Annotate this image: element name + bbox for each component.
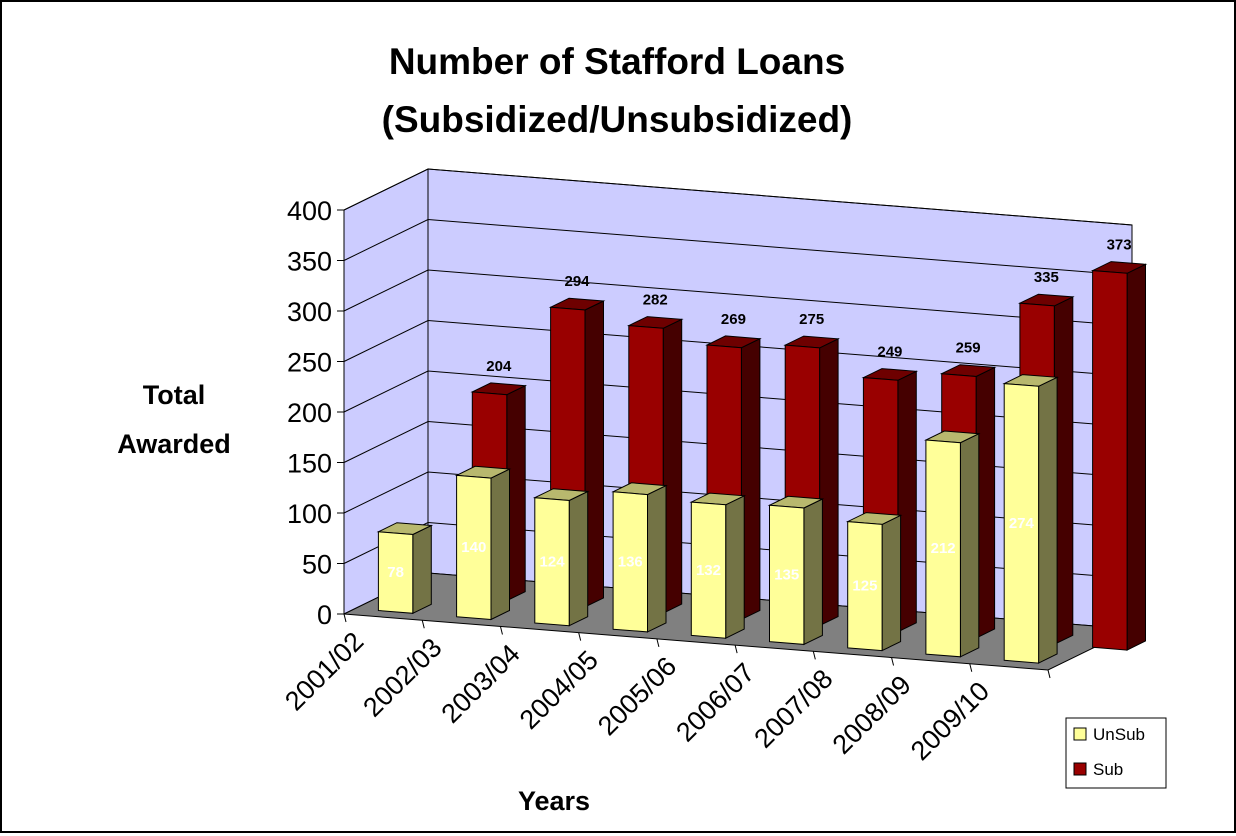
- gridline: [343, 218, 1133, 276]
- unsub-bar-front: [769, 504, 805, 645]
- unsub-bar-front: [456, 474, 492, 621]
- unsub-bar-side: [490, 468, 510, 621]
- unsub-bar-side: [412, 524, 432, 615]
- unsub-bar-side: [1038, 376, 1058, 664]
- x-axis-label: Years: [518, 786, 590, 816]
- y-axis-label-line1: Total: [143, 380, 206, 410]
- x-tick: [734, 644, 738, 654]
- unsub-bar-data-label: 274: [1009, 515, 1035, 532]
- y-axis-label-line2: Awarded: [117, 429, 231, 459]
- chart-title-line1: Number of Stafford Loans: [389, 41, 845, 82]
- unsub-bar-data-label: 124: [540, 553, 566, 570]
- x-tick: [421, 620, 425, 629]
- unsub-bar: 212: [924, 430, 981, 658]
- legend-label: Sub: [1093, 760, 1123, 779]
- sub-bar-data-label: 373: [1107, 237, 1132, 254]
- x-tick-label: 2005/06: [592, 651, 682, 741]
- unsub-bar: 124: [532, 488, 590, 627]
- unsub-bar-side: [803, 498, 823, 646]
- x-tick: [969, 663, 973, 672]
- sub-bar-data-label: 275: [799, 311, 824, 328]
- x-tick: [499, 626, 503, 635]
- x-tick-label: 2004/05: [514, 645, 604, 735]
- unsub-bar: 140: [454, 465, 512, 621]
- x-tick: [656, 638, 660, 648]
- gridline: [343, 319, 1133, 377]
- x-tick-label: 2007/08: [748, 663, 838, 753]
- x-tick: [891, 657, 895, 666]
- plot-area: 0501001502002503003504002001/022002/0320…: [279, 168, 1148, 766]
- sub-bar-data-label: 249: [877, 344, 902, 361]
- sub-bar-side: [1126, 263, 1146, 651]
- unsub-bar-front: [690, 501, 727, 639]
- unsub-bar-front: [1003, 383, 1040, 664]
- sub-bar: 373: [1090, 237, 1148, 651]
- sub-bar-data-label: 269: [721, 311, 746, 328]
- sub-bar-data-label: 204: [486, 358, 512, 375]
- x-tick-label: 2003/04: [436, 639, 526, 729]
- x-tick: [343, 613, 347, 623]
- unsub-bar-data-label: 135: [774, 566, 799, 583]
- unsub-bar-data-label: 78: [387, 564, 404, 581]
- y-tick-label: 400: [287, 196, 332, 226]
- unsub-bar: 125: [845, 512, 903, 652]
- gridline: [343, 269, 1133, 327]
- unsub-bar: 136: [611, 482, 668, 633]
- x-tick: [812, 651, 816, 660]
- unsub-bar-side: [881, 514, 902, 652]
- x-tick-label: 2009/10: [905, 676, 995, 766]
- unsub-bar-data-label: 132: [696, 562, 721, 579]
- y-tick-label: 300: [287, 297, 332, 327]
- x-tick-label: 2006/07: [670, 657, 760, 747]
- sub-bar-data-label: 294: [564, 273, 590, 290]
- unsub-bar-data-label: 140: [461, 539, 486, 556]
- chart-title-line2: (Subsidized/Unsubsidized): [382, 99, 853, 140]
- y-tick-label: 350: [287, 247, 332, 277]
- gridline: [343, 168, 1133, 226]
- sub-bar-front: [1092, 270, 1128, 651]
- y-tick-label: 250: [287, 348, 332, 378]
- legend: UnSub Sub: [1065, 717, 1167, 789]
- sub-bar-data-label: 282: [643, 292, 668, 309]
- unsub-bar-data-label: 125: [852, 578, 877, 595]
- unsub-bar: 135: [767, 495, 825, 646]
- unsub-bar-side: [959, 432, 980, 658]
- unsub-bar-side: [647, 484, 667, 633]
- unsub-bar-side: [725, 495, 745, 640]
- legend-swatch: [1073, 727, 1087, 741]
- legend-swatch: [1073, 762, 1087, 776]
- unsub-bar-front: [847, 521, 883, 652]
- x-tick-label: 2001/02: [279, 626, 369, 716]
- unsub-bar-front: [925, 439, 961, 658]
- unsub-bar: 274: [1002, 374, 1059, 664]
- y-tick-label: 100: [287, 499, 332, 529]
- unsub-bar: 132: [689, 492, 747, 640]
- unsub-bar-data-label: 212: [931, 540, 956, 557]
- sub-bar-data-label: 335: [1034, 269, 1059, 286]
- unsub-bar-data-label: 136: [618, 554, 643, 571]
- y-tick-label: 150: [287, 449, 332, 479]
- legend-label: UnSub: [1093, 725, 1145, 744]
- unsub-bar-front: [377, 531, 414, 614]
- y-tick-label: 200: [287, 398, 332, 428]
- unsub-bar-front: [612, 491, 648, 633]
- x-tick-label: 2008/09: [827, 670, 917, 760]
- x-tick-label: 2002/03: [357, 632, 447, 722]
- unsub-bar: 78: [376, 522, 434, 615]
- unsub-bar-front: [534, 497, 570, 627]
- x-tick: [1047, 669, 1051, 679]
- y-tick-label: 50: [302, 550, 332, 580]
- x-tick: [578, 632, 582, 641]
- y-tick-label: 0: [317, 600, 332, 630]
- unsub-bar-side: [568, 490, 589, 627]
- sub-bar-data-label: 259: [956, 340, 981, 357]
